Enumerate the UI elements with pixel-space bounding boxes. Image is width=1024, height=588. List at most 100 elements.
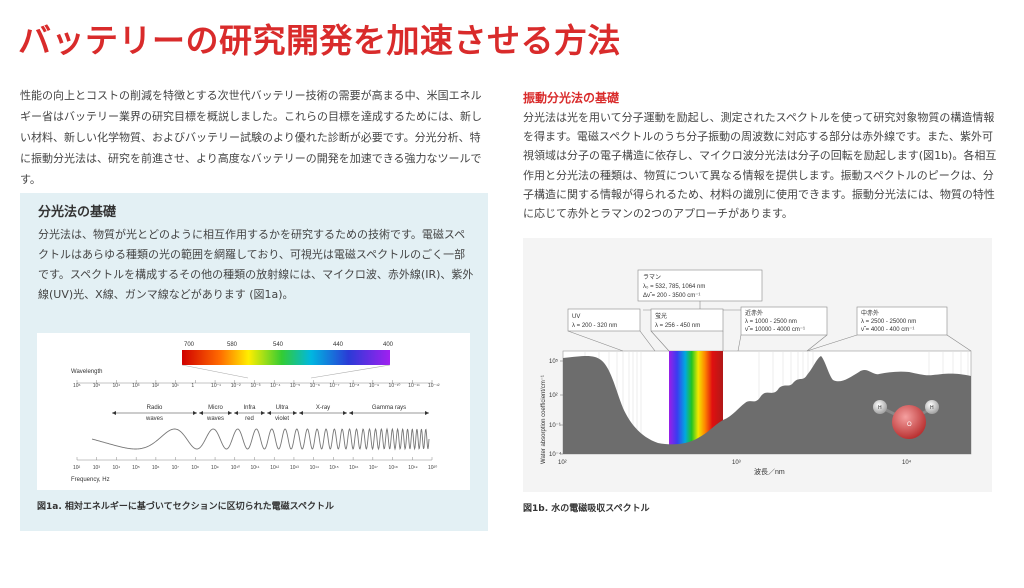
tick-label: 10⁻⁹ — [369, 383, 379, 389]
tick-label: 10⁸ — [191, 465, 199, 471]
tick-label: 10²⁰ — [428, 465, 437, 471]
raman-label-box: ラマン λ₀ = 532, 785, 1064 nm Δν̃ = 200 - 3… — [637, 269, 763, 311]
fluorescence-range: λ = 256 - 450 nm — [655, 323, 700, 329]
band-label: Ultra — [276, 405, 289, 411]
x-axis-label: 波長／nm — [754, 467, 785, 476]
hydrogen-label: H — [878, 405, 882, 411]
mir-label-box: 中赤外 λ = 2500 - 25000 nm ν̃ = 4000 - 400 … — [806, 306, 972, 352]
absorption-curve — [563, 356, 971, 454]
water-molecule: O H H — [873, 400, 939, 439]
tick-label: 10⁶ — [73, 383, 81, 389]
band-label: Micro — [208, 405, 223, 411]
visible-nm-label: 580 — [227, 342, 238, 348]
tick-label: 10¹⁷ — [369, 465, 378, 471]
em-spectrum-svg: 700 580 540 440 400 Wavelength 10⁶ 10⁵ 10⁴ 10³ 1… — [71, 342, 440, 483]
tick-label: 10⁻⁶ — [310, 383, 320, 389]
tick-label: 10⁷ — [172, 465, 180, 471]
uv-range: λ = 200 - 320 nm — [572, 323, 617, 329]
visible-nm-label: 700 — [184, 342, 195, 348]
oxygen-atom — [892, 405, 926, 439]
uv-title: UV — [572, 314, 580, 320]
mir-title: 中赤外 — [861, 309, 879, 317]
figure-1b-caption: 図1b. 水の電磁吸収スペクトル — [523, 504, 650, 514]
band-label: waves — [145, 416, 163, 422]
tick-label: 10⁻⁸ — [349, 383, 359, 389]
vibrational-basics-text: 分光法は光を用いて分子運動を励起し、測定されたスペクトルを使って研究対象物質の構… — [523, 111, 997, 221]
tick-label: 10¹⁵ — [329, 465, 338, 471]
y-tick-label: 10⁻⁴ — [549, 451, 562, 458]
mir-range: λ = 2500 - 25000 nm — [861, 319, 916, 325]
oxygen-label: O — [907, 422, 912, 428]
tick-label: 10⁻⁷ — [329, 383, 339, 389]
panel-text: 分光法は、物質が光とどのように相互作用するかを研究するための技術です。電磁スペク… — [38, 228, 474, 301]
uv-label-box: UV λ = 200 - 320 nm — [567, 308, 656, 352]
panel-heading: 分光法の基礎 — [38, 205, 117, 220]
tick-label: 10¹⁰ — [231, 465, 240, 471]
fluorescence-title: 蛍光 — [655, 312, 667, 320]
band-label: Infra — [243, 405, 256, 411]
hydrogen-atom — [925, 400, 939, 414]
raman-shift: Δν̃ = 200 - 3500 cm⁻¹ — [643, 293, 700, 299]
em-wave — [91, 427, 430, 451]
x-tick-label: 10² — [558, 460, 567, 466]
tick-label: 10¹¹ — [251, 465, 260, 471]
visible-nm-label: 440 — [333, 342, 344, 348]
y-tick-label: 10⁻¹ — [549, 423, 561, 429]
tick-label: 10³ — [93, 465, 101, 471]
fluorescence-label-box: 蛍光 λ = 256 - 450 nm — [650, 308, 724, 352]
x-tick-label: 10⁴ — [902, 459, 912, 466]
tick-label: 10⁻⁴ — [270, 383, 280, 389]
raman-excitation: λ₀ = 532, 785, 1064 nm — [643, 284, 705, 290]
tick-label: 10⁻¹ — [211, 383, 221, 389]
hydrogen-atom — [873, 400, 887, 414]
tick-label: 10⁻³ — [251, 383, 261, 389]
hydrogen-label: H — [930, 405, 934, 411]
wavelength-label: Wavelength — [71, 369, 102, 375]
figure-1a-caption: 図1a. 相対エネルギーに基づいてセクションに区切られた電磁スペクトル — [37, 502, 334, 512]
band-label: red — [245, 416, 254, 422]
tick-label: 10⁻¹⁰ — [389, 383, 401, 389]
x-tick-label: 10³ — [732, 460, 741, 466]
band-label: Gamma rays — [372, 405, 406, 411]
tick-label: 10⁵ — [93, 383, 101, 389]
y-tick-label: 10⁵ — [549, 358, 559, 365]
tick-label: 10¹ — [172, 383, 180, 389]
tick-label: 10⁻⁵ — [290, 383, 300, 389]
vibrational-basics-heading: 振動分光法の基礎 — [523, 91, 620, 105]
page-title: バッテリーの研究開発を加速させる方法 — [18, 21, 621, 60]
y-axis-label: Water absorption coefficient/cm⁻¹ — [541, 375, 547, 464]
tick-label: 10¹⁹ — [408, 465, 417, 471]
frequency-label: Frequency, Hz — [71, 477, 110, 483]
nir-wavenumber: ν̃ = 10000 - 4000 cm⁻¹ — [745, 327, 805, 333]
band-label: X-ray — [316, 405, 330, 411]
mir-wavenumber: ν̃ = 4000 - 400 cm⁻¹ — [861, 327, 914, 333]
band-label: violet — [275, 416, 289, 422]
tick-label: 10⁻¹¹ — [408, 383, 420, 389]
visible-nm-label: 400 — [383, 342, 394, 348]
tick-label: 10⁶ — [152, 465, 160, 471]
raman-title: ラマン — [643, 274, 661, 281]
tick-label: 10⁻¹² — [428, 383, 440, 389]
y-tick-label: 10² — [549, 393, 558, 399]
tick-label: 10¹⁸ — [389, 465, 398, 471]
water-absorption-svg: O H H 10⁵ 10² 10⁻¹ 10⁻⁴ 10² 10³ 10⁴ Water abs… — [541, 269, 972, 476]
tick-label: 10² — [73, 465, 81, 471]
tick-label: 10² — [152, 383, 160, 389]
tick-label: 10⁴ — [112, 465, 120, 471]
tick-label: 10⁴ — [112, 383, 120, 389]
visible-nm-label: 540 — [273, 342, 284, 348]
nir-label-box: 近赤外 λ = 1000 - 2500 nm ν̃ = 10000 - 4000… — [737, 306, 828, 352]
nir-title: 近赤外 — [745, 309, 763, 317]
tick-label: 10⁵ — [132, 465, 140, 471]
tick-label: 10¹³ — [290, 465, 299, 471]
em-spectrum-figure: 700 580 540 440 400 Wavelength 10⁶ 10⁵ 10⁴ 10³ 1… — [37, 333, 470, 490]
tick-label: 10³ — [132, 383, 140, 389]
tick-label: 1 — [191, 383, 194, 389]
water-absorption-figure: O H H 10⁵ 10² 10⁻¹ 10⁻⁴ 10² 10³ 10⁴ Water abs… — [523, 238, 992, 492]
tick-label: 10⁻² — [231, 383, 241, 389]
tick-label: 10¹² — [270, 465, 279, 471]
tick-label: 10¹⁴ — [310, 465, 319, 471]
tick-label: 10⁹ — [211, 465, 219, 471]
tick-label: 10¹⁶ — [349, 465, 358, 471]
nir-range: λ = 1000 - 2500 nm — [745, 319, 797, 325]
